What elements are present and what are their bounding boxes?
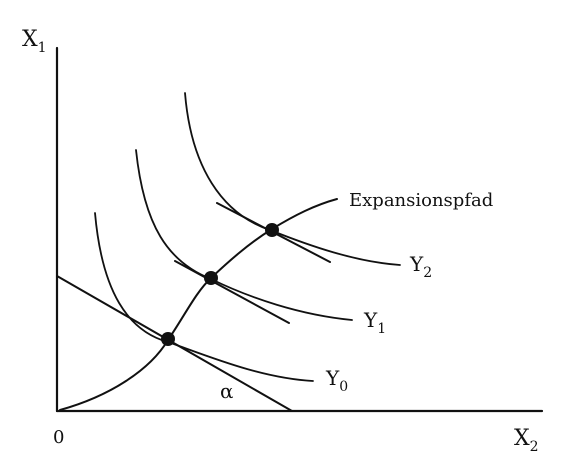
isoquant-y2-subscript: 2 xyxy=(423,265,432,281)
expansion-path-label: Expansionspfad xyxy=(349,190,493,211)
x-axis-label: X2 xyxy=(514,426,539,455)
isoquant-y1-label: Y1 xyxy=(363,308,386,337)
expansion-path xyxy=(59,198,338,411)
tangency-point-y1 xyxy=(204,271,218,285)
isoquant-y0-label: Y0 xyxy=(325,366,348,395)
x-axis-label-subscript: 2 xyxy=(530,439,539,455)
isoquant-y2-label: Y2 xyxy=(409,252,432,281)
isoquant-y0 xyxy=(94,212,314,382)
origin-label: 0 xyxy=(53,427,64,448)
isoquant-y2 xyxy=(184,92,401,266)
tangency-point-y2 xyxy=(265,223,279,237)
y-axis-label: X1 xyxy=(22,27,47,56)
y-axis-label-subscript: 1 xyxy=(38,40,47,56)
isoquant-y1 xyxy=(135,149,353,321)
angle-alpha-label: α xyxy=(220,379,234,403)
isoquant-y0-subscript: 0 xyxy=(339,379,348,395)
isoquant-y1-subscript: 1 xyxy=(377,321,386,337)
isocost-line xyxy=(56,275,293,412)
tangency-point-y0 xyxy=(161,332,175,346)
tangent-line-y1 xyxy=(174,260,290,324)
